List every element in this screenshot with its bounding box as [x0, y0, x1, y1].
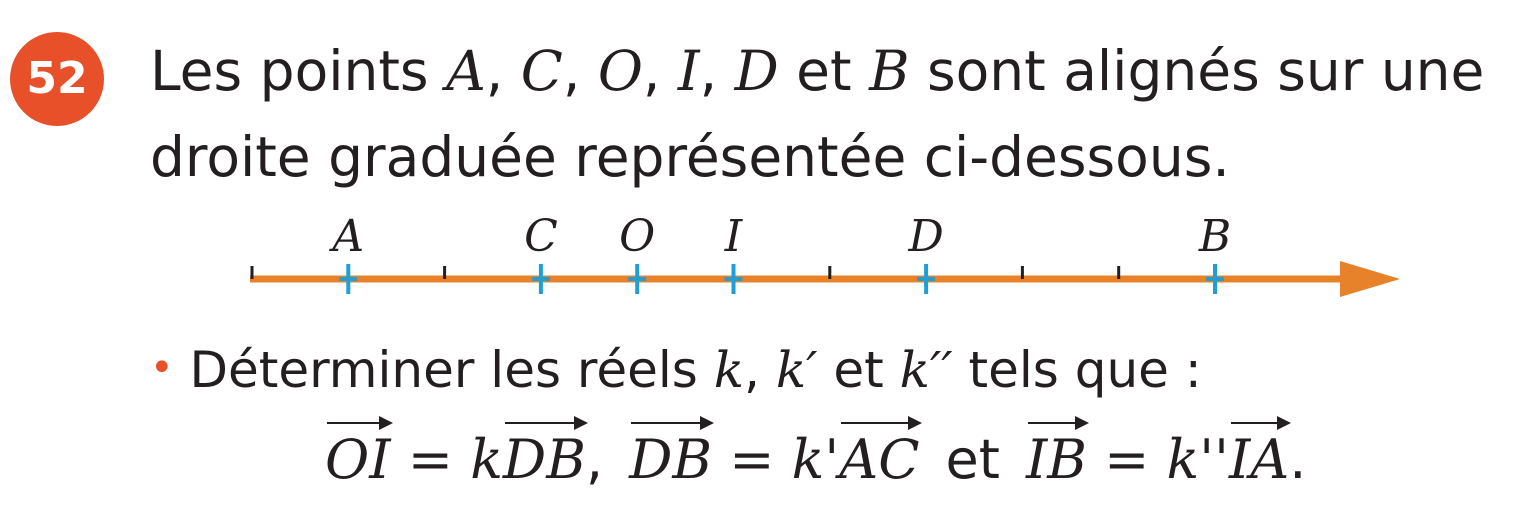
point-label-o: O — [619, 211, 655, 262]
task-text: et — [817, 341, 900, 399]
point-markers — [339, 264, 1224, 294]
vector-ac: AC — [839, 416, 922, 500]
point-label-a: A — [328, 211, 364, 262]
exercise-number-badge: 52 — [10, 32, 104, 126]
statement-text: Les points — [150, 39, 447, 103]
coefficient-k: k — [470, 428, 503, 491]
statement-text: , — [699, 39, 735, 103]
point-label-b: B — [1198, 211, 1231, 262]
statement-text: et — [778, 39, 870, 103]
point-name: B — [869, 39, 910, 103]
vector-oi: OI — [325, 416, 393, 500]
statement-text: , — [485, 39, 521, 103]
point-label-c: C — [524, 211, 558, 262]
equations-row: OI = kDB, DB = k'AC et IB = k''IA. — [325, 416, 1307, 500]
variable-k-prime: k′ — [775, 341, 818, 399]
task-text: tels que : — [952, 341, 1202, 399]
bullet-icon: • — [150, 345, 174, 391]
task-text: Déterminer les réels — [189, 341, 714, 399]
arrow-head-icon — [1340, 261, 1400, 297]
vector-db: DB — [503, 416, 588, 500]
final-period: . — [1289, 428, 1307, 491]
point-name: A — [446, 39, 486, 103]
coefficient-k-double-prime: k'' — [1166, 428, 1229, 491]
vector-ia: IA — [1229, 416, 1292, 500]
separator-comma: , — [585, 428, 604, 491]
point-name: O — [597, 39, 643, 103]
statement-line-2: droite graduée représentée ci-dessous. — [150, 125, 1230, 189]
equals-sign: = — [712, 428, 792, 491]
statement-line-1: Les points A, C, O, I, D et B sont align… — [150, 28, 1510, 114]
equals-sign: = — [1086, 428, 1167, 491]
statement-text: , — [562, 39, 598, 103]
variable-k: k — [713, 341, 745, 399]
coefficient-k-prime: k' — [791, 428, 840, 491]
point-label-d: D — [907, 211, 943, 262]
equals-sign: = — [390, 428, 471, 491]
exercise-statement: Les points A, C, O, I, D et B sont align… — [150, 28, 1510, 200]
separator-et: et — [945, 428, 1000, 491]
point-name: D — [734, 39, 779, 103]
task-line: • Déterminer les réels k, k′ et k′′ tels… — [150, 335, 1202, 409]
statement-text: sont alignés sur une — [909, 39, 1485, 103]
vector-db: DB — [629, 416, 715, 500]
variable-k-double-prime: k′′ — [899, 341, 953, 399]
statement-text: , — [642, 39, 678, 103]
vector-ib: IB — [1026, 416, 1089, 500]
point-label-i: I — [724, 211, 744, 262]
task-text: , — [744, 341, 776, 399]
point-name: I — [677, 39, 700, 103]
point-name: C — [520, 39, 563, 103]
